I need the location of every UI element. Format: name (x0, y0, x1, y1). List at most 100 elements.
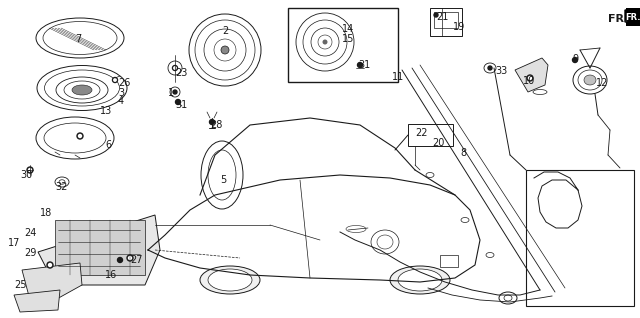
Text: 23: 23 (175, 68, 188, 78)
Ellipse shape (346, 225, 366, 232)
Ellipse shape (201, 141, 243, 209)
Polygon shape (22, 263, 82, 300)
Text: 20: 20 (432, 138, 444, 148)
Bar (288, 8, 398, 82)
Ellipse shape (398, 269, 442, 291)
Circle shape (488, 66, 492, 70)
Text: 1: 1 (168, 88, 174, 98)
Text: 22: 22 (415, 128, 428, 138)
Text: 9: 9 (572, 54, 578, 64)
Text: 2: 2 (222, 26, 228, 36)
Ellipse shape (36, 117, 114, 159)
Text: 28: 28 (210, 120, 222, 130)
Ellipse shape (573, 66, 607, 94)
Text: 24: 24 (24, 228, 36, 238)
Text: 18: 18 (40, 208, 52, 218)
Text: 15: 15 (342, 34, 355, 44)
Ellipse shape (59, 180, 65, 184)
Circle shape (118, 258, 122, 262)
Circle shape (529, 77, 531, 80)
Text: 26: 26 (118, 78, 131, 88)
Ellipse shape (578, 70, 602, 90)
Text: 27: 27 (130, 255, 143, 265)
Circle shape (434, 13, 438, 17)
Polygon shape (38, 215, 160, 285)
Ellipse shape (204, 29, 246, 71)
Text: 7: 7 (75, 34, 81, 44)
FancyArrow shape (625, 9, 640, 23)
Ellipse shape (168, 61, 182, 75)
Ellipse shape (499, 292, 517, 304)
Text: 30: 30 (20, 170, 32, 180)
Text: 33: 33 (495, 66, 508, 76)
Text: 12: 12 (596, 78, 609, 88)
Ellipse shape (195, 20, 255, 80)
Ellipse shape (208, 150, 236, 200)
Text: 31: 31 (358, 60, 371, 70)
Ellipse shape (208, 269, 252, 291)
Ellipse shape (64, 81, 100, 99)
Circle shape (573, 58, 577, 63)
Polygon shape (14, 290, 60, 312)
Ellipse shape (318, 35, 332, 49)
Text: 31: 31 (175, 100, 188, 110)
Ellipse shape (44, 123, 106, 153)
Text: 13: 13 (100, 106, 112, 116)
Ellipse shape (221, 46, 229, 54)
Circle shape (527, 75, 533, 81)
Polygon shape (515, 58, 548, 92)
Text: 6: 6 (105, 140, 111, 150)
Bar (55, 220, 145, 275)
Circle shape (173, 90, 177, 94)
Ellipse shape (56, 77, 108, 103)
Text: 11: 11 (392, 72, 404, 82)
Bar (434, 12, 458, 28)
Ellipse shape (45, 70, 120, 106)
Ellipse shape (584, 75, 596, 85)
Circle shape (174, 67, 176, 69)
Bar (526, 170, 634, 306)
Ellipse shape (323, 39, 328, 45)
Bar (408, 124, 453, 146)
Ellipse shape (200, 266, 260, 294)
Ellipse shape (426, 172, 434, 177)
Ellipse shape (533, 89, 547, 94)
Text: 19: 19 (453, 22, 465, 32)
Ellipse shape (189, 14, 261, 86)
Ellipse shape (486, 252, 494, 258)
Ellipse shape (504, 295, 512, 301)
Bar (430, 8, 462, 36)
Text: 10: 10 (523, 76, 535, 86)
Ellipse shape (36, 18, 124, 58)
Bar (440, 255, 458, 267)
Text: 8: 8 (460, 148, 466, 158)
Ellipse shape (37, 66, 127, 110)
Circle shape (49, 264, 51, 266)
Text: 32: 32 (55, 182, 67, 192)
Circle shape (129, 257, 131, 259)
Text: 14: 14 (342, 24, 355, 34)
Ellipse shape (55, 177, 69, 187)
Ellipse shape (311, 28, 339, 56)
Circle shape (175, 100, 180, 105)
Text: 3: 3 (118, 88, 124, 98)
Ellipse shape (303, 20, 347, 64)
Circle shape (127, 255, 133, 261)
Polygon shape (626, 8, 640, 26)
Circle shape (114, 79, 116, 81)
Circle shape (113, 78, 118, 82)
Ellipse shape (390, 266, 450, 294)
Ellipse shape (296, 13, 354, 71)
Ellipse shape (214, 39, 236, 61)
Text: 29: 29 (24, 248, 36, 258)
Text: FR.: FR. (608, 14, 628, 24)
Text: 5: 5 (220, 175, 227, 185)
Ellipse shape (461, 218, 469, 223)
Circle shape (209, 120, 214, 125)
Ellipse shape (43, 22, 117, 54)
Ellipse shape (72, 85, 92, 95)
Ellipse shape (484, 63, 496, 73)
Circle shape (79, 135, 81, 137)
Circle shape (77, 133, 83, 139)
Ellipse shape (371, 230, 399, 254)
